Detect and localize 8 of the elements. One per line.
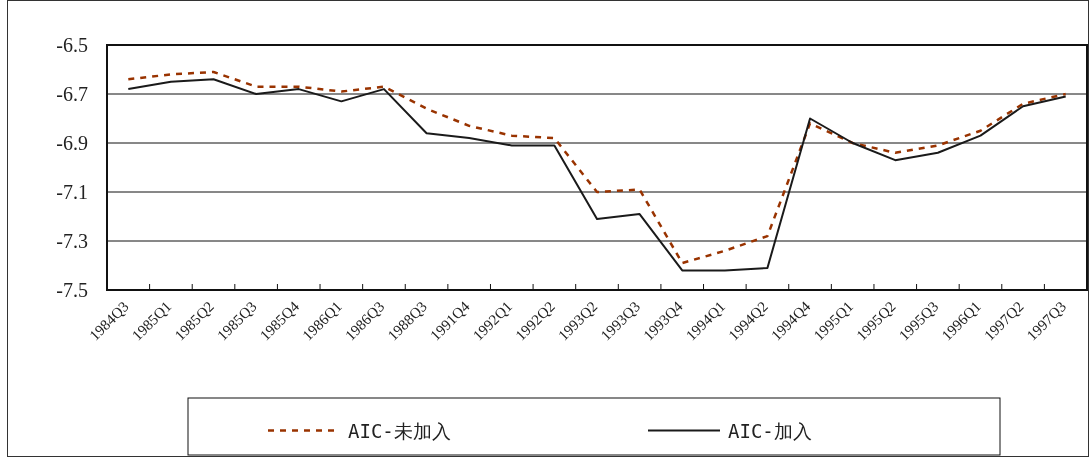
y-tick-label: -7.5: [56, 279, 88, 301]
legend-label: AIC-未加入: [348, 419, 451, 442]
legend-label: AIC-加入: [728, 419, 812, 442]
y-tick-label: -7.1: [56, 181, 88, 203]
y-tick-label: -6.5: [56, 34, 88, 56]
y-tick-label: -7.3: [56, 230, 88, 252]
y-tick-label: -6.9: [56, 132, 88, 154]
y-tick-label: -6.7: [56, 83, 88, 105]
